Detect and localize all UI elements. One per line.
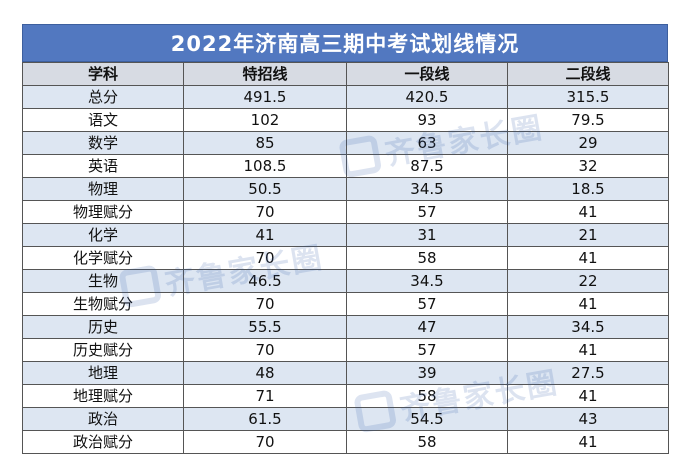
cell-second-tier-line: 41 bbox=[507, 338, 669, 362]
cell-subject: 英语 bbox=[22, 154, 184, 178]
cell-second-tier-line: 43 bbox=[507, 407, 669, 431]
cell-subject: 历史 bbox=[22, 315, 184, 339]
table-body: 总分 491.5 420.5 315.5 语文 102 93 79.5 数学 85 63 29 英语 10… bbox=[22, 85, 669, 454]
cell-subject: 化学赋分 bbox=[22, 246, 184, 270]
cell-first-tier-line: 57 bbox=[346, 200, 508, 224]
cell-first-tier-line: 58 bbox=[346, 246, 508, 270]
cell-special-line: 70 bbox=[183, 338, 347, 362]
cell-special-line: 50.5 bbox=[183, 177, 347, 201]
cell-first-tier-line: 420.5 bbox=[346, 85, 508, 109]
table-row: 化学 41 31 21 bbox=[22, 223, 669, 247]
table-row: 地理赋分 71 58 41 bbox=[22, 384, 669, 408]
cell-special-line: 85 bbox=[183, 131, 347, 155]
header-row: 学科 特招线 一段线 二段线 bbox=[22, 62, 669, 86]
cell-second-tier-line: 32 bbox=[507, 154, 669, 178]
cell-special-line: 46.5 bbox=[183, 269, 347, 293]
cell-special-line: 70 bbox=[183, 430, 347, 454]
cell-special-line: 70 bbox=[183, 292, 347, 316]
cell-special-line: 55.5 bbox=[183, 315, 347, 339]
cell-special-line: 70 bbox=[183, 246, 347, 270]
cell-subject: 语文 bbox=[22, 108, 184, 132]
cell-second-tier-line: 29 bbox=[507, 131, 669, 155]
column-header-subject: 学科 bbox=[22, 62, 184, 86]
table-row: 政治赋分 70 58 41 bbox=[22, 430, 669, 454]
cell-first-tier-line: 58 bbox=[346, 430, 508, 454]
cell-second-tier-line: 79.5 bbox=[507, 108, 669, 132]
score-table-container: 2022年济南高三期中考试划线情况 学科 特招线 一段线 二段线 总分 491.5… bbox=[22, 24, 669, 454]
column-header-special-line: 特招线 bbox=[183, 62, 347, 86]
cell-second-tier-line: 21 bbox=[507, 223, 669, 247]
cell-subject: 数学 bbox=[22, 131, 184, 155]
cell-second-tier-line: 41 bbox=[507, 430, 669, 454]
cell-first-tier-line: 54.5 bbox=[346, 407, 508, 431]
column-header-first-tier-line: 一段线 bbox=[346, 62, 508, 86]
table-row: 物理赋分 70 57 41 bbox=[22, 200, 669, 224]
cell-second-tier-line: 315.5 bbox=[507, 85, 669, 109]
cell-special-line: 102 bbox=[183, 108, 347, 132]
cell-special-line: 108.5 bbox=[183, 154, 347, 178]
cell-second-tier-line: 34.5 bbox=[507, 315, 669, 339]
cell-subject: 生物 bbox=[22, 269, 184, 293]
cell-second-tier-line: 41 bbox=[507, 384, 669, 408]
cell-second-tier-line: 22 bbox=[507, 269, 669, 293]
table-row: 数学 85 63 29 bbox=[22, 131, 669, 155]
table-row: 总分 491.5 420.5 315.5 bbox=[22, 85, 669, 109]
cell-second-tier-line: 41 bbox=[507, 200, 669, 224]
cell-first-tier-line: 93 bbox=[346, 108, 508, 132]
cell-subject: 地理赋分 bbox=[22, 384, 184, 408]
cell-subject: 物理 bbox=[22, 177, 184, 201]
cell-first-tier-line: 87.5 bbox=[346, 154, 508, 178]
cell-special-line: 491.5 bbox=[183, 85, 347, 109]
cell-subject: 物理赋分 bbox=[22, 200, 184, 224]
cell-special-line: 41 bbox=[183, 223, 347, 247]
table-row: 生物 46.5 34.5 22 bbox=[22, 269, 669, 293]
cell-second-tier-line: 41 bbox=[507, 292, 669, 316]
table-row: 英语 108.5 87.5 32 bbox=[22, 154, 669, 178]
cell-first-tier-line: 39 bbox=[346, 361, 508, 385]
cell-special-line: 70 bbox=[183, 200, 347, 224]
table-row: 生物赋分 70 57 41 bbox=[22, 292, 669, 316]
cell-first-tier-line: 47 bbox=[346, 315, 508, 339]
table-row: 化学赋分 70 58 41 bbox=[22, 246, 669, 270]
cell-second-tier-line: 27.5 bbox=[507, 361, 669, 385]
table-row: 历史 55.5 47 34.5 bbox=[22, 315, 669, 339]
table-row: 历史赋分 70 57 41 bbox=[22, 338, 669, 362]
table-row: 语文 102 93 79.5 bbox=[22, 108, 669, 132]
score-table: 学科 特招线 一段线 二段线 总分 491.5 420.5 315.5 语文 102 93 7… bbox=[22, 62, 669, 454]
cell-special-line: 71 bbox=[183, 384, 347, 408]
cell-special-line: 48 bbox=[183, 361, 347, 385]
cell-subject: 政治赋分 bbox=[22, 430, 184, 454]
cell-second-tier-line: 18.5 bbox=[507, 177, 669, 201]
cell-subject: 政治 bbox=[22, 407, 184, 431]
column-header-second-tier-line: 二段线 bbox=[507, 62, 669, 86]
table-title: 2022年济南高三期中考试划线情况 bbox=[22, 24, 668, 62]
table-row: 政治 61.5 54.5 43 bbox=[22, 407, 669, 431]
table-row: 物理 50.5 34.5 18.5 bbox=[22, 177, 669, 201]
table-row: 地理 48 39 27.5 bbox=[22, 361, 669, 385]
cell-first-tier-line: 31 bbox=[346, 223, 508, 247]
cell-first-tier-line: 58 bbox=[346, 384, 508, 408]
cell-first-tier-line: 57 bbox=[346, 292, 508, 316]
cell-first-tier-line: 34.5 bbox=[346, 177, 508, 201]
cell-special-line: 61.5 bbox=[183, 407, 347, 431]
cell-first-tier-line: 63 bbox=[346, 131, 508, 155]
cell-subject: 生物赋分 bbox=[22, 292, 184, 316]
cell-second-tier-line: 41 bbox=[507, 246, 669, 270]
cell-subject: 地理 bbox=[22, 361, 184, 385]
cell-subject: 历史赋分 bbox=[22, 338, 184, 362]
cell-subject: 总分 bbox=[22, 85, 184, 109]
cell-first-tier-line: 34.5 bbox=[346, 269, 508, 293]
cell-subject: 化学 bbox=[22, 223, 184, 247]
cell-first-tier-line: 57 bbox=[346, 338, 508, 362]
